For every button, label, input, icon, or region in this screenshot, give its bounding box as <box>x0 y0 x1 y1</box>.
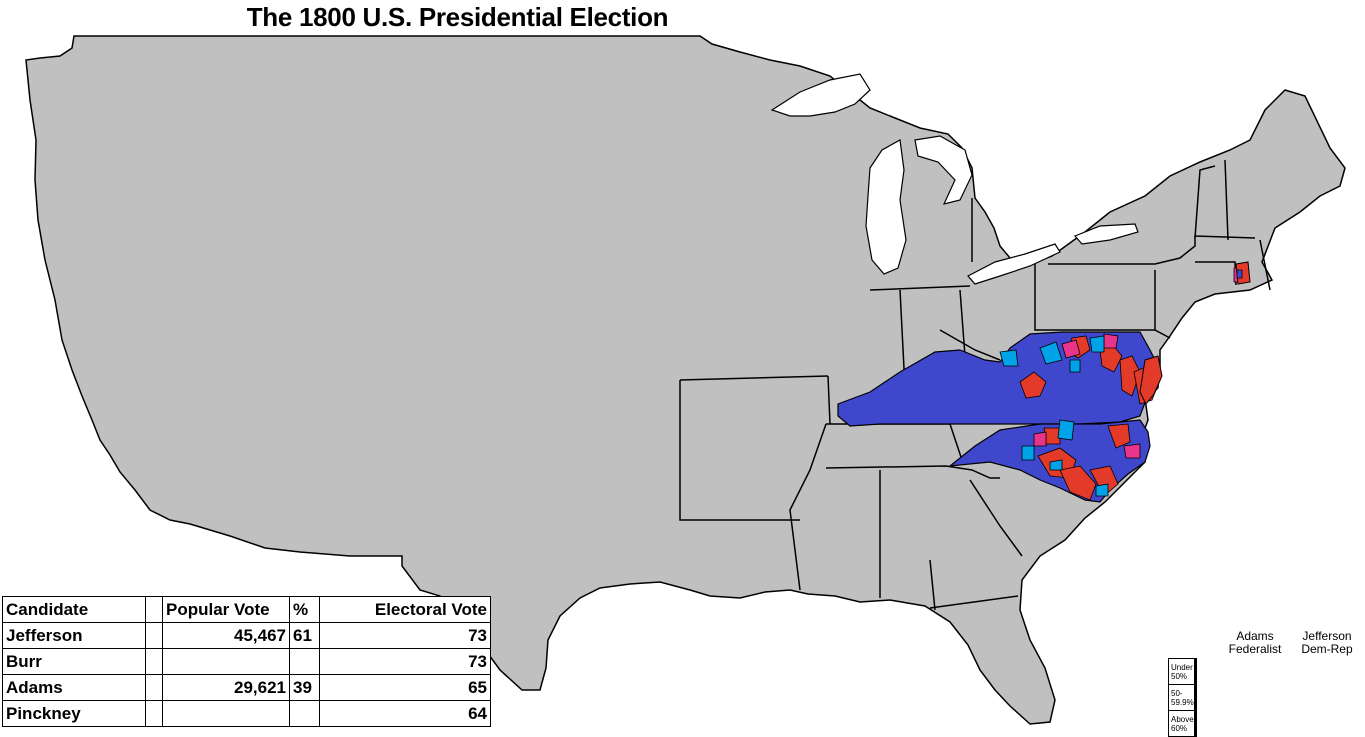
blank-cell <box>145 648 163 675</box>
table-row: Pinckney 64 <box>2 700 491 727</box>
candidate-name: Adams <box>2 674 146 701</box>
table-row: Adams 29,621 39 65 <box>2 674 491 701</box>
vote-percent: 39 <box>289 674 320 701</box>
table-row: Jefferson 45,467 61 73 <box>2 622 491 649</box>
electoral-vote: 73 <box>319 648 491 675</box>
legend-row-label: Under 50% <box>1168 658 1195 685</box>
header-popular-vote: Popular Vote <box>162 596 290 623</box>
legend-row: Under 50% <box>1168 658 1197 685</box>
delmarva-federalist <box>1139 355 1163 405</box>
legend-row: 50-59.9% <box>1168 684 1197 711</box>
lake-ontario <box>1073 223 1139 245</box>
legend-swatch-republican <box>1194 710 1197 737</box>
table-row: Burr 73 <box>2 648 491 675</box>
popular-vote: 45,467 <box>162 622 290 649</box>
republican-moderate-counties <box>999 335 1109 497</box>
blank-cell <box>145 622 163 649</box>
candidate-name: Pinckney <box>2 700 146 727</box>
popular-vote <box>162 648 290 675</box>
legend-row: Above 60% <box>1168 710 1197 737</box>
blank-cell <box>145 674 163 701</box>
vote-percent <box>289 648 320 675</box>
lake-michigan <box>865 139 907 275</box>
results-table: Candidate Popular Vote % Electoral Vote … <box>2 596 491 727</box>
header-percent: % <box>289 596 320 623</box>
popular-vote <box>162 700 290 727</box>
map-title: The 1800 U.S. Presidential Election <box>244 2 671 32</box>
header-blank <box>145 596 163 623</box>
legend-swatch-republican <box>1194 658 1197 685</box>
lake-superior <box>770 73 871 117</box>
legend-table: Under 50% 50-59.9% Above 60% <box>1168 658 1197 737</box>
lake-huron <box>914 135 973 205</box>
popular-vote: 29,621 <box>162 674 290 701</box>
results-header-row: Candidate Popular Vote % Electoral Vote <box>2 596 491 623</box>
candidate-name: Jefferson <box>2 622 146 649</box>
header-candidate: Candidate <box>2 596 146 623</box>
legend-swatch-republican <box>1194 684 1197 711</box>
vote-percent: 61 <box>289 622 320 649</box>
electoral-vote: 73 <box>319 622 491 649</box>
legend-header-republican: Jefferson Dem-Rep <box>1301 629 1353 656</box>
electoral-vote: 64 <box>319 700 491 727</box>
header-electoral-vote: Electoral Vote <box>319 596 491 623</box>
electoral-vote: 65 <box>319 674 491 701</box>
vote-percent <box>289 700 320 727</box>
legend-row-label: Above 60% <box>1168 710 1195 737</box>
blank-cell <box>145 700 163 727</box>
lake-erie <box>967 243 1061 285</box>
candidate-name: Burr <box>2 648 146 675</box>
legend-row-label: 50-59.9% <box>1168 684 1195 711</box>
legend-header-federalist: Adams Federalist <box>1228 629 1282 656</box>
rhode-island-republican <box>1236 269 1243 279</box>
